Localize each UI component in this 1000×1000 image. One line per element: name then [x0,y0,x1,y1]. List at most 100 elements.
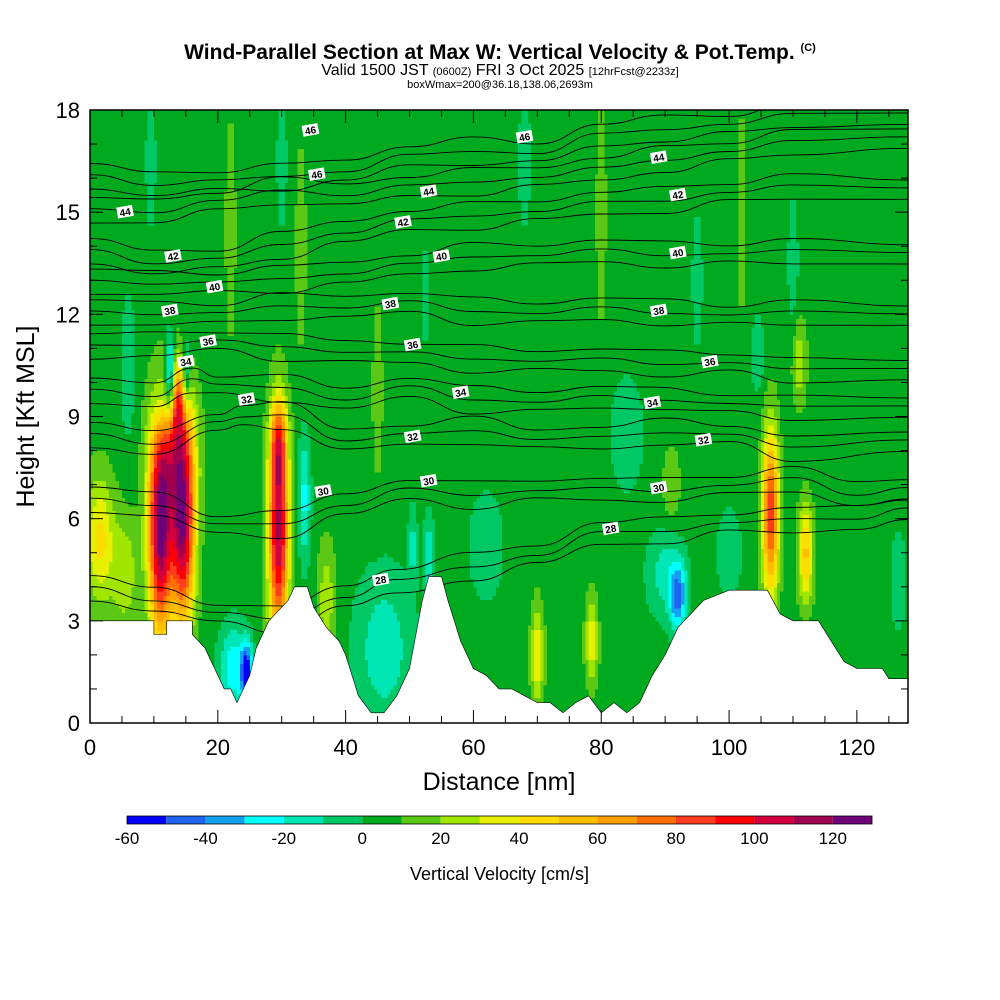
velocity-cell [310,539,321,545]
velocity-cell [233,314,299,320]
velocity-cell [157,556,165,562]
contour-label-box [307,167,326,182]
velocity-cell [284,531,289,537]
velocity-cell [265,493,270,498]
contour-label-box [394,215,412,229]
velocity-cell [764,582,769,588]
velocity-cell [198,429,206,435]
velocity-cell [802,514,810,520]
velocity-cell [764,556,769,562]
velocity-cell [722,510,737,516]
velocity-cell [265,531,270,537]
velocity-cell [275,378,283,384]
velocity-cell [693,339,701,345]
velocity-cell [409,556,417,562]
velocity-cell [243,637,248,643]
velocity-cell [655,582,669,588]
velocity-cell [546,680,586,686]
velocity-cell [527,207,596,213]
velocity-cell [284,510,289,516]
velocity-cell [284,548,289,554]
velocity-cell [163,574,168,579]
velocity-cell [757,531,762,537]
velocity-cell [284,186,299,192]
velocity-cell [594,224,609,230]
velocity-cell [316,552,337,558]
velocity-cell [288,378,372,384]
velocity-cell [598,276,606,281]
velocity-cell [192,603,197,609]
velocity-cell [530,139,599,145]
velocity-cell [815,544,893,550]
velocity-cell [677,531,717,537]
velocity-cell [796,237,908,243]
velocity-cell [428,267,599,273]
velocity-cell [198,467,203,473]
velocity-cell [645,582,657,588]
velocity-cell [642,459,666,464]
velocity-cell [275,544,283,550]
velocity-cell [761,425,765,430]
velocity-cell [205,505,264,511]
velocity-cell [540,633,545,639]
velocity-cell [195,450,200,456]
velocity-cell [176,365,181,371]
velocity-cell [783,561,797,567]
velocity-cell [767,497,775,503]
velocity-cell [796,339,804,345]
velocity-cell [530,178,596,183]
velocity-cell [773,463,778,469]
velocity-cell [892,608,906,613]
velocity-cell [594,646,599,652]
velocity-cell [195,493,200,498]
velocity-cell [265,595,270,601]
velocity-cell [304,156,519,162]
velocity-cell [364,646,404,652]
velocity-cell [655,527,666,533]
velocity-cell [121,369,136,375]
velocity-cell [198,407,206,413]
velocity-cell [198,484,206,490]
velocity-cell [681,552,689,558]
velocity-cell [90,195,149,200]
velocity-cell [176,420,184,426]
isentrope-line [90,310,908,327]
velocity-cell [157,497,168,503]
velocity-cell [268,548,273,554]
velocity-cell [693,237,701,243]
velocity-cell [799,569,804,575]
velocity-cell [160,463,177,469]
velocity-cell [198,569,203,575]
box-info: boxWmax=200@36.18,138.06,2693m [407,79,593,91]
velocity-cell [185,539,190,545]
velocity-cell [604,305,695,311]
velocity-cell [262,437,267,443]
velocity-cell [336,556,379,562]
velocity-cell [182,459,187,464]
velocity-cell [166,386,171,392]
velocity-cell [783,471,908,477]
velocity-cell [435,561,471,567]
velocity-cell [668,446,676,452]
velocity-cell [693,216,701,222]
velocity-cell [671,595,676,601]
velocity-cell [166,595,181,601]
velocity-cell [543,637,548,643]
velocity-cell [163,539,168,545]
velocity-cell [291,386,372,392]
velocity-cell [268,518,273,524]
velocity-cell [153,497,158,503]
velocity-cell [658,620,673,626]
velocity-cell [406,539,411,545]
velocity-cell [227,288,235,294]
velocity-cell [473,578,500,584]
velocity-cell [693,229,701,235]
velocity-cell [275,373,283,379]
velocity-cell [185,420,190,426]
velocity-cell [594,233,609,239]
velocity-cell [764,569,769,575]
velocity-cell [716,561,743,567]
velocity-cell [738,212,746,218]
velocity-cell [425,556,433,562]
velocity-cell [291,403,372,409]
